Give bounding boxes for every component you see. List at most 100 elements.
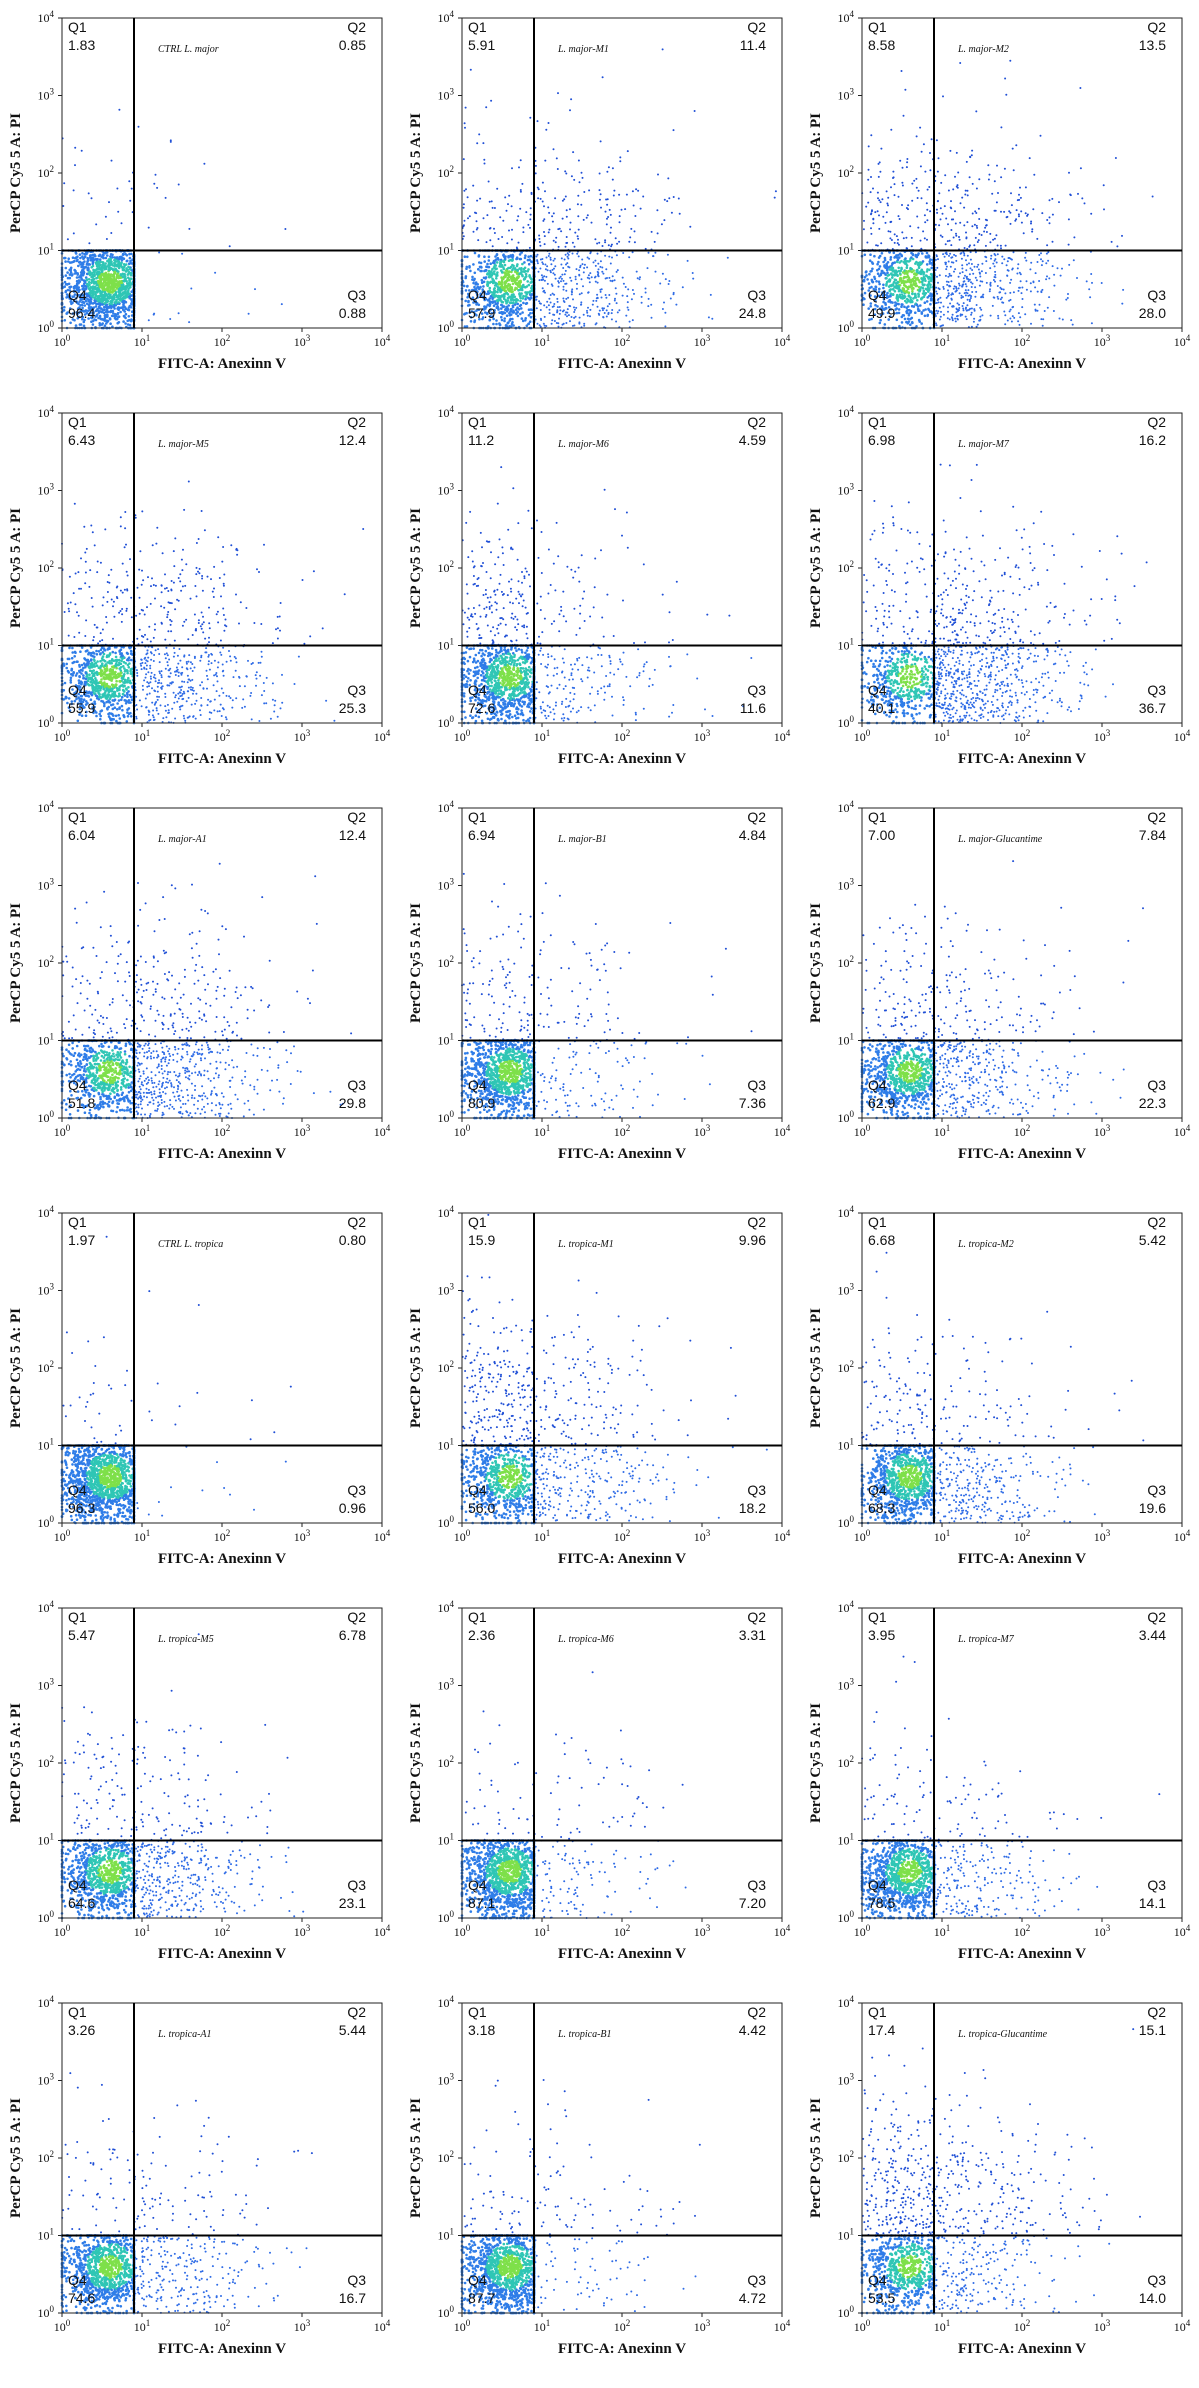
y-tick-label: 101 <box>438 242 455 258</box>
event-dot <box>99 281 102 284</box>
event-dot <box>119 276 122 280</box>
event-dot <box>896 281 900 284</box>
event-dot <box>180 558 183 561</box>
event-dot <box>517 308 521 311</box>
event-dot <box>667 283 670 285</box>
event-dot <box>959 314 962 317</box>
q1-percentage: 5.91 <box>468 37 495 53</box>
event-dot <box>250 663 253 665</box>
event-dot <box>563 258 566 261</box>
event-dot <box>527 314 531 317</box>
event-dot <box>994 254 997 257</box>
event-dot <box>125 286 129 289</box>
event-dot <box>500 315 503 319</box>
event-dot <box>511 167 513 170</box>
event-dot <box>942 95 944 98</box>
event-dot <box>105 238 108 240</box>
event-dot <box>595 322 598 325</box>
event-dot <box>541 287 544 290</box>
event-dot <box>511 277 514 281</box>
event-dot <box>91 302 95 305</box>
event-dot <box>592 261 595 264</box>
event-dot <box>87 278 91 281</box>
event-dot <box>183 508 186 511</box>
event-dot <box>882 286 885 290</box>
event-dot <box>947 189 950 192</box>
event-dot <box>870 261 874 264</box>
event-dot <box>1017 312 1020 315</box>
event-dot <box>221 560 224 563</box>
event-dot <box>536 262 539 265</box>
event-dot <box>160 621 163 624</box>
event-dot <box>906 272 909 276</box>
event-dot <box>608 294 611 296</box>
event-dot <box>628 320 631 323</box>
event-dot <box>525 285 529 288</box>
event-dot <box>669 297 672 300</box>
event-dot <box>1028 157 1031 160</box>
event-dot <box>955 151 958 154</box>
event-dot <box>222 546 225 548</box>
event-dot <box>915 186 918 189</box>
event-dot <box>99 561 102 564</box>
event-dot <box>78 631 81 634</box>
event-dot <box>122 279 125 283</box>
event-dot <box>996 253 999 256</box>
event-dot <box>577 255 580 258</box>
event-dot <box>556 168 559 170</box>
event-dot <box>961 285 964 288</box>
event-dot <box>89 569 92 572</box>
event-dot <box>77 614 80 617</box>
event-dot <box>86 256 89 260</box>
event-dot <box>958 282 960 285</box>
event-dot <box>942 313 945 316</box>
event-dot <box>930 273 934 277</box>
event-dot <box>647 305 650 308</box>
event-dot <box>901 314 905 317</box>
event-dot <box>153 628 156 631</box>
event-dot <box>101 278 105 281</box>
event-dot <box>204 637 207 640</box>
event-dot <box>169 139 172 142</box>
event-dot <box>916 197 919 199</box>
event-dot <box>973 244 976 247</box>
event-dot <box>874 211 877 214</box>
event-dot <box>546 269 549 272</box>
event-dot <box>83 304 87 307</box>
event-dot <box>885 280 889 284</box>
event-dot <box>112 277 116 281</box>
event-dot <box>879 201 882 204</box>
event-dot <box>640 295 643 298</box>
event-dot <box>489 227 492 229</box>
event-dot <box>639 207 642 210</box>
event-dot <box>927 308 931 312</box>
event-dot <box>100 300 104 304</box>
event-dot <box>495 303 499 306</box>
event-dot <box>919 165 922 168</box>
event-dot <box>476 199 479 202</box>
event-dot <box>199 684 202 687</box>
event-dot <box>605 309 608 312</box>
event-dot <box>709 293 712 296</box>
event-dot <box>614 297 616 300</box>
event-dot <box>1000 247 1002 250</box>
event-dot <box>900 293 904 296</box>
event-dot <box>502 253 505 256</box>
event-dot <box>74 572 77 575</box>
event-dot <box>149 640 152 643</box>
event-dot <box>614 237 617 240</box>
event-dot <box>937 301 940 304</box>
event-dot <box>200 627 203 630</box>
event-dot <box>905 320 908 324</box>
y-tick-label: 101 <box>38 242 55 258</box>
event-dot <box>600 206 602 209</box>
event-dot <box>505 314 509 318</box>
event-dot <box>971 225 974 228</box>
event-dot <box>71 295 74 299</box>
event-dot <box>106 319 110 323</box>
event-dot <box>150 585 152 588</box>
event-dot <box>954 317 957 320</box>
event-dot <box>863 275 867 279</box>
event-dot <box>543 304 546 307</box>
event-dot <box>869 294 872 297</box>
